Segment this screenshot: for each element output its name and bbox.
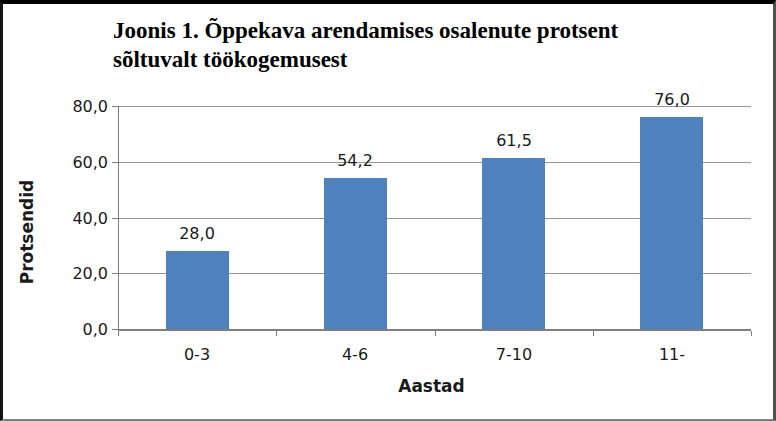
x-axis-tick bbox=[593, 331, 594, 336]
x-category-label: 7-10 bbox=[459, 345, 569, 364]
x-category-label: 0-3 bbox=[142, 345, 252, 364]
x-axis-tick bbox=[435, 331, 436, 336]
x-axis-tick bbox=[751, 331, 752, 336]
bar-value-label: 76,0 bbox=[627, 90, 717, 109]
plot-area: 0,0 20,0 40,0 60,0 80,0 28,0 0-3 54,2 4-6 61,5 7-1… bbox=[3, 4, 773, 419]
bar bbox=[324, 178, 387, 329]
x-category-label: 11- bbox=[617, 345, 727, 364]
bar-value-label: 28,0 bbox=[152, 224, 242, 243]
bar bbox=[640, 117, 703, 329]
y-tick-label: 60,0 bbox=[48, 152, 108, 171]
bar-value-label: 61,5 bbox=[469, 131, 559, 150]
bar bbox=[482, 158, 545, 329]
y-tick-label: 0,0 bbox=[48, 320, 108, 339]
chart-frame: Joonis 1. Õppekava arendamises osalenute… bbox=[0, 0, 776, 421]
x-axis-tick bbox=[276, 331, 277, 336]
y-tick-label: 40,0 bbox=[48, 208, 108, 227]
x-axis-title: Aastad bbox=[115, 376, 748, 396]
bar bbox=[166, 251, 229, 329]
x-category-label: 4-6 bbox=[300, 345, 410, 364]
bar-value-label: 54,2 bbox=[310, 151, 400, 170]
y-tick-label: 20,0 bbox=[48, 264, 108, 283]
y-axis-line bbox=[118, 106, 119, 329]
x-axis-line bbox=[118, 329, 751, 331]
y-tick-label: 80,0 bbox=[48, 97, 108, 116]
x-axis-tick bbox=[118, 331, 119, 336]
